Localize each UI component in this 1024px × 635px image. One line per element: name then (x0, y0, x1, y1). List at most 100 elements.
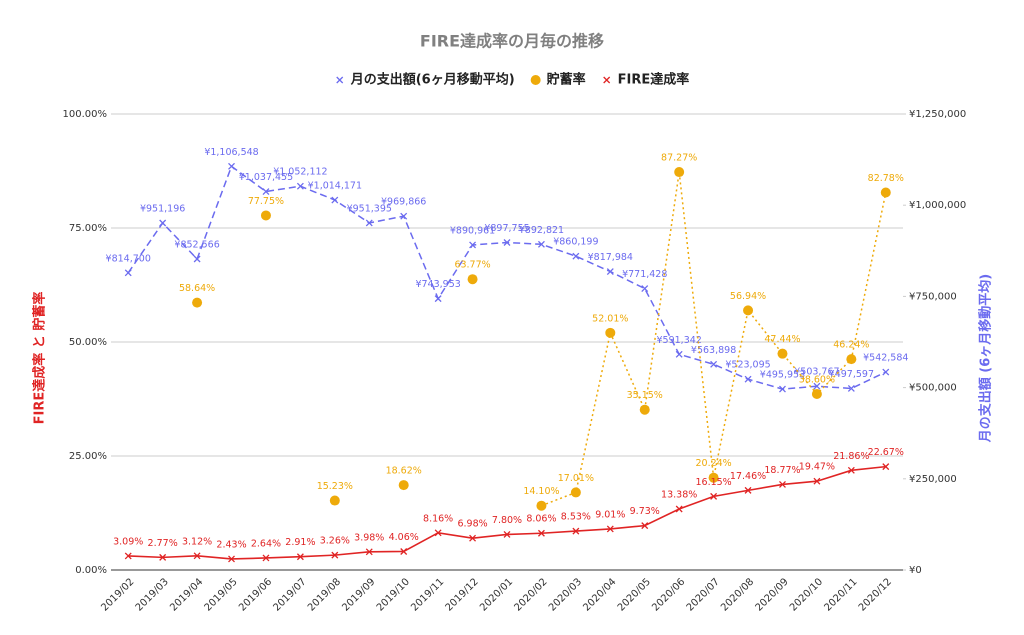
data-label: 77.75% (248, 196, 284, 207)
data-point (262, 188, 270, 195)
data-point (570, 487, 581, 498)
data-label: 15.23% (317, 481, 353, 492)
data-point (159, 553, 167, 561)
y2-axis-title: 月の支出額 (6ヶ月移動平均) (978, 274, 994, 443)
data-point (331, 196, 339, 204)
data-point (708, 472, 719, 483)
data-label: ¥852,566 (174, 239, 219, 250)
data-label: ¥1,014,171 (308, 181, 362, 192)
data-point (641, 522, 649, 530)
y-tick-label: 75.00% (69, 223, 107, 234)
data-label: ¥951,395 (347, 203, 392, 214)
data-point (779, 480, 786, 488)
legend-marker (530, 75, 541, 85)
data-point (675, 505, 683, 513)
legend-item: 月の支出額(6ヶ月移動平均) (336, 72, 515, 88)
y2-tick-label: ¥1,000,000 (909, 200, 966, 211)
data-label: 14.10% (523, 486, 559, 497)
data-point (882, 463, 890, 471)
data-label: 35.15% (627, 390, 663, 401)
data-label: 3.12% (182, 536, 212, 547)
data-point (675, 350, 683, 358)
data-point (159, 219, 167, 227)
data-point (469, 241, 477, 249)
data-label: ¥563,898 (691, 345, 736, 356)
y-tick-label: 50.00% (69, 337, 107, 348)
data-label: ¥523,095 (725, 360, 770, 371)
data-label: ¥495,953 (760, 370, 805, 381)
data-point (192, 297, 203, 308)
data-label: 3.98% (354, 532, 384, 543)
data-label: ¥1,052,112 (273, 167, 327, 178)
series-line (541, 171, 887, 507)
data-point (882, 368, 890, 376)
data-point (296, 182, 304, 190)
data-point (847, 466, 855, 474)
data-label: 18.62% (386, 466, 422, 477)
data-point (674, 167, 685, 178)
data-point (262, 554, 270, 562)
data-point (503, 530, 511, 538)
data-label: ¥969,866 (381, 197, 426, 208)
data-label: 2.43% (216, 539, 246, 550)
legend-label: 貯蓄率 (547, 72, 586, 88)
data-label: 87.27% (661, 153, 697, 164)
data-point (537, 529, 545, 537)
data-label: ¥892,821 (519, 225, 564, 236)
data-label: 46.24% (833, 340, 869, 351)
data-point (710, 492, 718, 500)
data-label: 2.91% (285, 537, 315, 548)
data-point (400, 212, 408, 220)
data-label: 18.77% (764, 465, 800, 476)
legend-label: FIRE達成率 (618, 72, 690, 88)
y2-tick-label: ¥250,000 (909, 474, 957, 485)
data-point (228, 555, 235, 563)
data-point (605, 327, 616, 338)
data-label: 21.86% (833, 451, 869, 462)
data-point (193, 255, 201, 263)
data-point (641, 285, 649, 293)
data-label: 52.01% (592, 313, 628, 324)
data-point (365, 219, 373, 227)
data-label: 4.06% (389, 532, 419, 543)
chart-title: FIRE達成率の月毎の推移 (420, 32, 604, 51)
data-point (537, 240, 545, 248)
data-label: 58.64% (179, 283, 215, 294)
data-point (606, 525, 614, 533)
data-point (606, 268, 614, 276)
data-point (847, 385, 855, 392)
data-point (365, 548, 373, 556)
data-point (228, 162, 235, 170)
legend: 月の支出額(6ヶ月移動平均) 貯蓄率 FIRE達成率 (336, 72, 690, 88)
data-label: 63.77% (454, 260, 490, 271)
data-point (813, 382, 821, 390)
data-label: ¥951,196 (140, 204, 185, 215)
data-point (329, 495, 340, 506)
data-point (777, 348, 788, 359)
data-label: ¥771,428 (622, 269, 667, 280)
data-point (503, 239, 511, 246)
data-label: 13.38% (661, 489, 697, 500)
data-point (331, 551, 339, 559)
y-tick-label: 25.00% (69, 451, 107, 462)
data-point (744, 375, 752, 383)
data-point (779, 385, 786, 393)
data-label: 16.15% (695, 477, 731, 488)
data-point (846, 354, 857, 365)
data-label: 17.46% (730, 471, 766, 482)
y-tick-label: 100.00% (63, 109, 108, 120)
data-label: ¥860,199 (553, 237, 598, 248)
data-label: ¥890,961 (450, 225, 495, 236)
legend-label: 月の支出額(6ヶ月移動平均) (350, 72, 515, 88)
data-label: ¥817,984 (588, 252, 633, 263)
data-point (744, 486, 752, 494)
data-point (434, 295, 442, 303)
data-label: ¥503,767 (794, 367, 839, 378)
data-label: ¥897,755 (484, 223, 529, 234)
data-point (467, 274, 478, 285)
data-point (260, 210, 271, 221)
y2-tick-label: ¥500,000 (909, 383, 957, 394)
data-label: ¥1,106,548 (204, 147, 258, 158)
